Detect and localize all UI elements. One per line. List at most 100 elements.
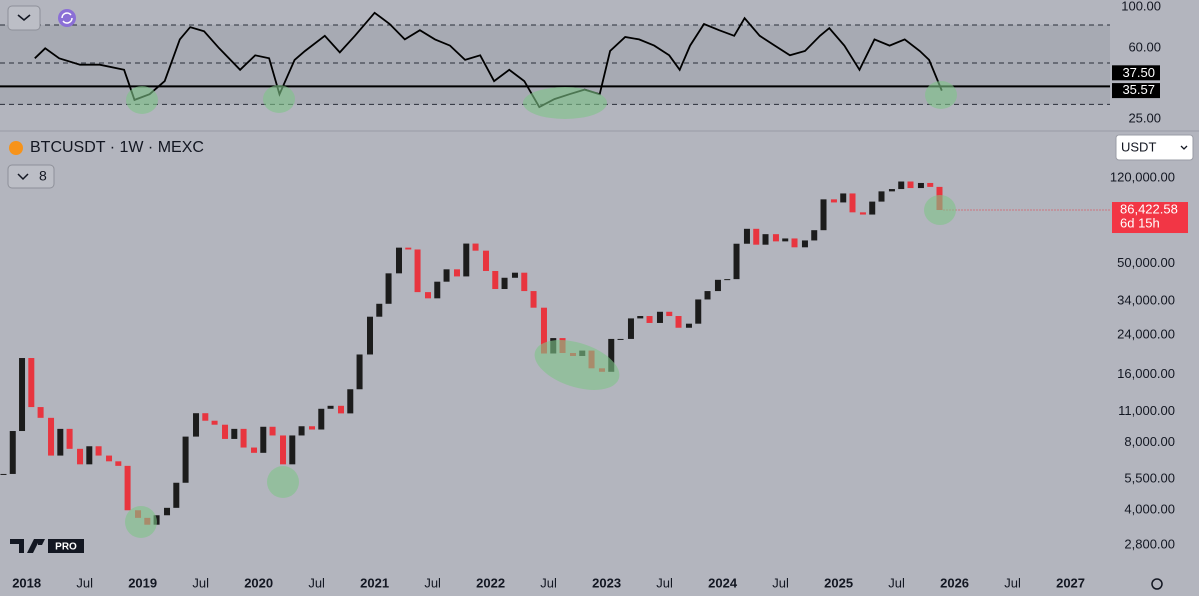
candle (338, 405, 345, 414)
x-tick-label: Jul (540, 575, 557, 590)
x-tick-label: 2020 (244, 575, 273, 590)
y-tick-label: 8,000.00 (1124, 434, 1175, 449)
x-tick-label: 2026 (940, 575, 969, 590)
candle (48, 417, 55, 456)
currency-label: USDT (1121, 139, 1156, 154)
candle (86, 446, 93, 465)
candle (231, 428, 238, 439)
x-tick-label: Jul (888, 575, 905, 590)
tv-logo (10, 539, 45, 553)
candle (115, 461, 122, 466)
candle (414, 249, 421, 293)
candle (77, 448, 84, 465)
candle (820, 199, 827, 231)
highlight (523, 87, 607, 119)
y-tick-label: 4,000.00 (1124, 502, 1175, 517)
candle (385, 273, 392, 304)
candle (646, 316, 653, 323)
y-tick-label: 2,800.00 (1124, 537, 1175, 552)
candle (405, 247, 412, 250)
current-label: 35.57 (1122, 82, 1155, 97)
candle (675, 316, 682, 328)
candle (685, 323, 692, 328)
candle (182, 436, 189, 483)
candle (280, 435, 287, 465)
candle (656, 311, 663, 323)
indicators-toggle[interactable] (7, 164, 55, 189)
highlight (126, 86, 158, 114)
candle (356, 354, 363, 390)
x-tick-label: 2023 (592, 575, 621, 590)
candle (347, 389, 354, 414)
candle (164, 507, 171, 516)
y-tick-label: 25.00 (1128, 111, 1161, 126)
symbol-title: BTCUSDT · 1W · MEXC (30, 139, 204, 156)
x-tick-label: Jul (192, 575, 209, 590)
candle (0, 473, 7, 475)
settings-icon[interactable] (1151, 578, 1163, 590)
candle (782, 238, 789, 242)
candle (530, 291, 537, 308)
candle (724, 279, 731, 281)
candle (66, 428, 73, 449)
candle (666, 311, 673, 317)
candle (811, 230, 818, 241)
candle (482, 250, 489, 271)
candle (743, 228, 750, 244)
reference-label: 37.50 (1122, 65, 1155, 80)
indicator-line (34, 11, 943, 109)
highlights (125, 81, 957, 538)
candle (367, 316, 373, 355)
candle (251, 447, 258, 453)
x-tick-label: 2025 (824, 575, 853, 590)
candle (627, 318, 634, 339)
refresh-icon[interactable] (58, 9, 76, 27)
candle (869, 201, 876, 215)
x-tick-label: 2027 (1056, 575, 1085, 590)
candle (840, 193, 847, 203)
x-tick-label: Jul (76, 575, 93, 590)
candle (37, 407, 44, 418)
x-tick-label: Jul (308, 575, 325, 590)
price-label-box (1112, 202, 1188, 234)
collapse-button[interactable] (7, 5, 41, 31)
candle (540, 307, 547, 354)
candle (472, 243, 479, 251)
x-tick-label: 2018 (12, 575, 41, 590)
x-tick-label: Jul (656, 575, 673, 590)
candle (714, 279, 721, 292)
highlight (125, 506, 157, 538)
candle (211, 420, 218, 425)
x-tick-label: 2021 (360, 575, 389, 590)
logo-badge (48, 539, 84, 553)
candle (327, 405, 334, 409)
x-tick-label: 2024 (708, 575, 738, 590)
candle (898, 181, 905, 190)
candle (57, 428, 64, 456)
x-tick-label: Jul (772, 575, 789, 590)
candle (772, 234, 779, 242)
candle (193, 413, 200, 437)
candle (289, 435, 296, 465)
candle (859, 212, 866, 215)
candle (453, 269, 460, 277)
candle (762, 234, 769, 245)
y-tick-label: 11,000.00 (1118, 403, 1175, 418)
candle (443, 269, 450, 282)
select-chevron (1180, 145, 1188, 150)
currency-select[interactable] (1115, 134, 1194, 161)
candle (434, 281, 441, 299)
btc-icon (9, 141, 23, 155)
y-tick-label: 60.00 (1128, 40, 1161, 55)
candle (791, 238, 798, 248)
candle (309, 426, 316, 430)
highlight (263, 85, 295, 113)
candle (888, 189, 895, 192)
candle (240, 428, 247, 448)
price-pane: 120,000.00 50,000.00 34,000.00 24,000.00 16,… (0, 169, 1188, 590)
candle (424, 292, 431, 299)
countdown-label: 6d 15h (1120, 215, 1160, 230)
reference-label-box (1112, 65, 1160, 81)
x-tick-label: 2022 (476, 575, 505, 590)
